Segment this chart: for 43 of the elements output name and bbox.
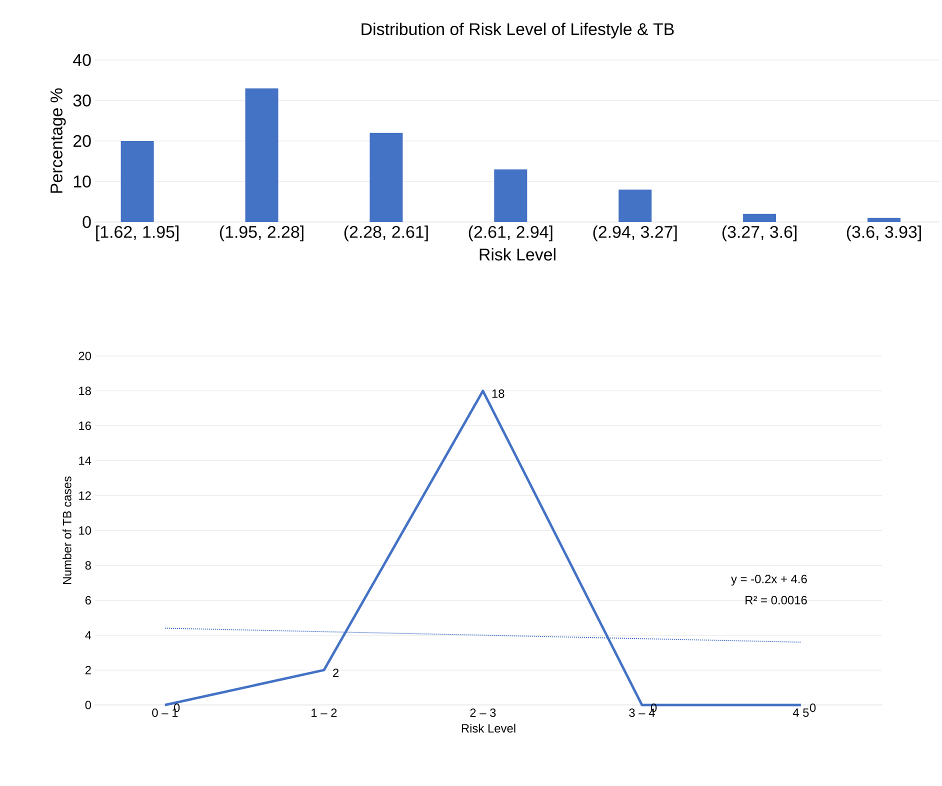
x-tick-label: (2.94, 3.27]	[593, 226, 677, 242]
y-tick-label: 6	[85, 596, 91, 605]
x-tick-label: (2.28, 2.61]	[344, 226, 428, 242]
y-tick-label: 14	[79, 456, 92, 465]
data-label: 18	[492, 389, 504, 398]
bar	[743, 214, 776, 222]
bar	[868, 218, 901, 222]
bar	[370, 132, 403, 222]
annotation: y = -0.2x + 4.6	[731, 574, 807, 586]
y-axis-title: Number of TB cases	[62, 476, 72, 584]
y-tick-label: 20	[78, 352, 92, 360]
y-tick-label: 18	[79, 386, 91, 396]
y-tick-label: 10	[74, 175, 91, 188]
y-tick-label: 40	[73, 54, 91, 66]
y-tick-label: 0	[82, 216, 91, 228]
bar	[245, 88, 278, 222]
x-axis-title: Risk Level	[480, 248, 556, 261]
x-tick-label: (3.27, 3.6]	[722, 226, 796, 242]
y-tick-label: 12	[79, 491, 91, 500]
y-tick-label: 20	[74, 134, 91, 147]
y-tick-label: 4	[85, 631, 92, 640]
x-tick-label: 2 – 3	[470, 708, 496, 717]
y-axis-title: Percentage %	[50, 88, 66, 193]
y-tick-label: 2	[85, 666, 91, 674]
x-tick-label: 4 5	[792, 708, 809, 717]
x-tick-label: 1 – 2	[312, 708, 337, 717]
x-axis-title: Risk Level	[462, 724, 516, 733]
x-tick-label: (1.95, 2.28]	[220, 226, 304, 242]
x-tick-label: (3.6, 3.93]	[846, 226, 921, 242]
annotation: R² = 0.0016	[746, 596, 807, 604]
y-tick-label: 30	[73, 94, 91, 106]
y-tick-label: 10	[79, 526, 92, 535]
bar	[494, 169, 528, 222]
data-label: 0	[810, 704, 816, 712]
bar	[618, 190, 652, 222]
y-tick-label: 16	[79, 422, 91, 430]
data-label: 2	[333, 668, 339, 677]
x-tick-label: (2.61, 2.94]	[468, 226, 552, 242]
x-tick-label: [1.62, 1.95]	[96, 226, 178, 242]
y-tick-label: 0	[85, 700, 92, 710]
bar	[120, 140, 154, 222]
chart-title: Distribution of Risk Level of Lifestyle & TB	[362, 22, 674, 38]
y-tick-label: 8	[85, 561, 91, 570]
